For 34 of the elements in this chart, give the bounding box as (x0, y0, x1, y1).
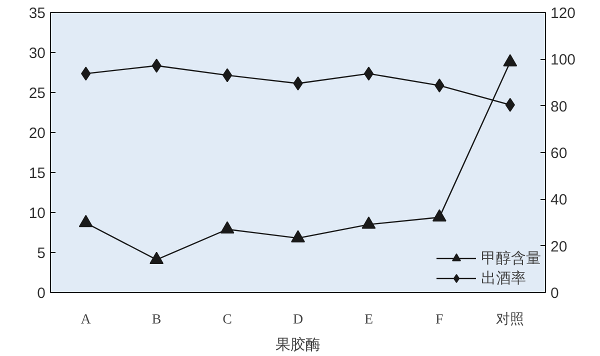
y2-tick-label: 40 (550, 192, 568, 209)
point (222, 68, 232, 82)
x-tick-label: C (222, 312, 232, 328)
y2-tick-label: 100 (550, 52, 576, 69)
point (503, 54, 518, 66)
point (78, 214, 93, 228)
x-tick-label: A (80, 312, 92, 328)
y-tick-label: 5 (37, 245, 46, 262)
x-tick-label: F (436, 312, 444, 328)
y2-tick-label: 120 (550, 5, 576, 22)
x-tick-label: B (152, 312, 162, 328)
point (150, 252, 164, 264)
y-tick-label: 25 (28, 85, 46, 102)
point (432, 209, 446, 222)
point (291, 230, 305, 242)
y-tick-label: 0 (37, 285, 46, 302)
x-tick-label: E (364, 312, 373, 328)
y2-tick-label: 20 (550, 238, 568, 256)
x-axis-title: 果胶酶 (276, 336, 320, 354)
y2-tick-label: 60 (550, 145, 568, 162)
y-tick-label: 35 (28, 5, 46, 22)
legend-label: 出酒率 (481, 268, 526, 288)
y2-tick-label: 80 (550, 98, 568, 116)
point (364, 66, 374, 81)
y-tick-label: 20 (28, 125, 46, 142)
y2-tick-label: 0 (550, 285, 559, 302)
point (220, 221, 234, 234)
legend-label: 甲醇含量 (481, 248, 541, 268)
x-tick-label: 对照 (496, 312, 524, 328)
y-tick-label: 30 (28, 45, 46, 62)
y-tick-label: 15 (28, 165, 46, 182)
x-tick-label: D (292, 312, 304, 328)
point (362, 216, 376, 229)
y-tick-label: 10 (28, 205, 46, 222)
